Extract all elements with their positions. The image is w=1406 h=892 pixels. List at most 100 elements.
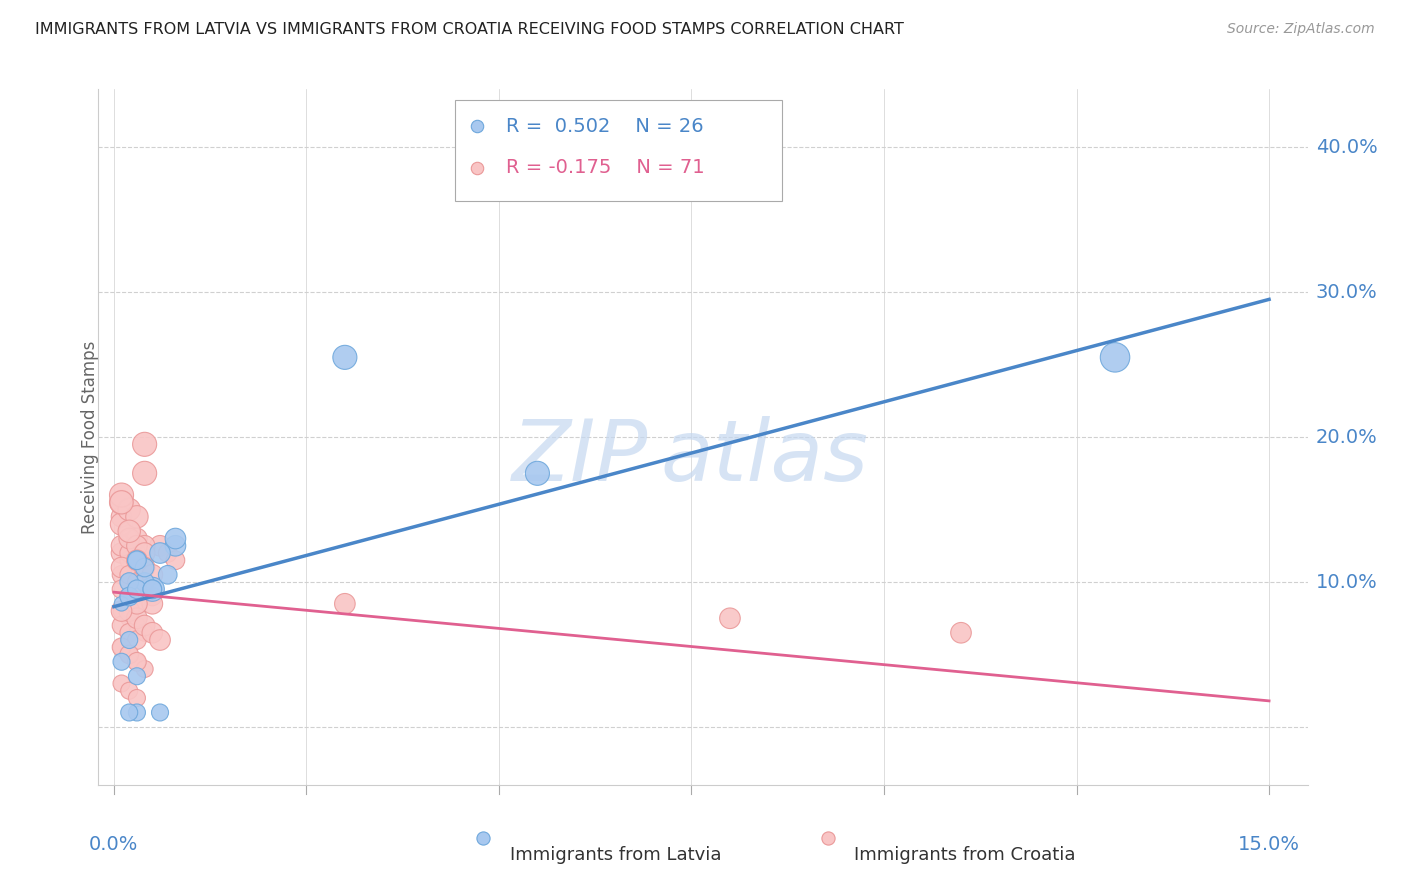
Point [125,655,148,669]
Point [110,516,132,531]
Point [156,546,179,560]
Point [125,532,148,546]
Text: Immigrants from Latvia: Immigrants from Latvia [509,847,721,864]
Point [718,611,741,625]
Point [149,706,172,720]
Point [110,618,132,632]
Point [118,524,141,539]
Point [118,604,141,618]
Point [118,546,141,560]
Point [165,553,187,567]
Point [134,467,156,481]
Point [110,560,132,574]
Point [333,597,356,611]
Text: IMMIGRANTS FROM LATVIA VS IMMIGRANTS FROM CROATIA RECEIVING FOOD STAMPS CORRELAT: IMMIGRANTS FROM LATVIA VS IMMIGRANTS FRO… [35,22,904,37]
Point [156,567,179,582]
Text: ZIP: ZIP [512,417,648,500]
Point [125,553,148,567]
Point [141,582,163,597]
Point [110,640,132,655]
Text: R =  0.502    N = 26: R = 0.502 N = 26 [506,117,703,136]
Text: Source: ZipAtlas.com: Source: ZipAtlas.com [1227,22,1375,37]
Point [118,706,141,720]
Point [110,640,132,655]
Point [134,625,156,640]
Point [125,582,148,597]
Point [141,582,163,597]
Point [165,532,187,546]
Point [118,683,141,698]
Point [125,706,148,720]
Text: 40.0%: 40.0% [1316,137,1378,157]
Point [141,597,163,611]
Text: Immigrants from Croatia: Immigrants from Croatia [855,847,1076,864]
Text: atlas: atlas [661,417,869,500]
Text: R = -0.175    N = 71: R = -0.175 N = 71 [506,158,704,178]
Point [125,633,148,648]
Point [118,590,141,604]
Point [125,690,148,705]
Point [125,509,148,524]
Point [118,532,141,546]
Point [526,467,548,481]
Point [134,574,156,589]
Point [125,553,148,567]
Point [125,597,148,611]
Point [118,648,141,662]
Point [110,488,132,502]
Point [125,655,148,669]
Point [125,618,148,632]
Point [165,539,187,553]
Point [118,590,141,604]
Point [110,582,132,597]
Point [110,509,132,524]
Point [950,625,973,640]
Point [110,597,132,611]
Point [125,553,148,567]
Point [134,560,156,574]
Point [134,662,156,676]
Point [134,560,156,574]
Point [125,597,148,611]
Point [118,611,141,625]
Point [110,495,132,509]
Point [125,669,148,683]
Point [134,618,156,632]
Point [134,539,156,553]
Point [141,567,163,582]
Point [125,553,148,567]
Point [125,574,148,589]
Point [118,524,141,539]
Text: 10.0%: 10.0% [1316,573,1378,591]
Point [125,611,148,625]
Point [134,546,156,560]
Point [149,539,172,553]
Point [1104,351,1126,365]
Point [333,351,356,365]
Point [125,582,148,597]
Point [110,567,132,582]
Point [118,590,141,604]
Point [125,553,148,567]
Point [125,546,148,560]
Point [118,633,141,648]
Point [134,437,156,451]
Point [125,560,148,574]
Text: 20.0%: 20.0% [1316,427,1378,447]
Point [110,546,132,560]
Point [134,590,156,604]
FancyBboxPatch shape [456,100,782,201]
Point [118,574,141,589]
Point [125,539,148,553]
Point [141,590,163,604]
Point [118,532,141,546]
Point [118,553,141,567]
Point [141,582,163,597]
Y-axis label: Receiving Food Stamps: Receiving Food Stamps [82,341,98,533]
Point [149,633,172,648]
Text: 15.0%: 15.0% [1239,835,1301,854]
Point [110,655,132,669]
Point [118,648,141,662]
Text: 0.0%: 0.0% [89,835,139,854]
Point [134,582,156,597]
